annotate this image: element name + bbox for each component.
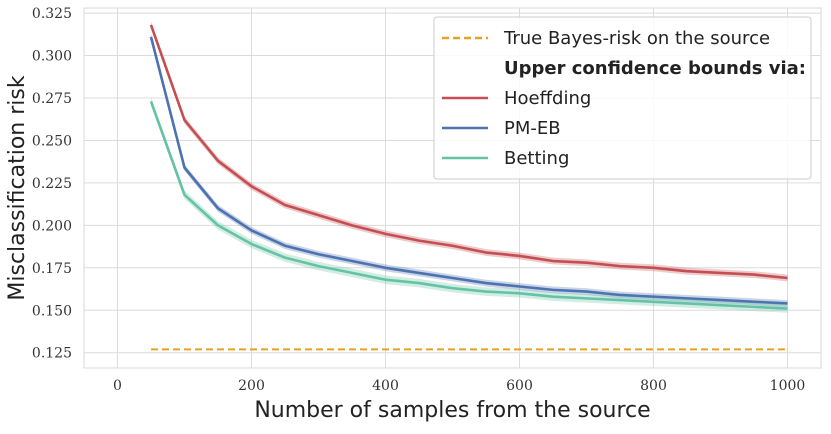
x-tick-label: 1000 (770, 378, 806, 394)
y-tick-label: 0.125 (32, 346, 72, 362)
legend-label-hoeffding: Hoeffding (504, 88, 591, 109)
y-tick-label: 0.325 (32, 6, 72, 22)
y-tick-label: 0.300 (32, 49, 72, 65)
x-tick-label: 0 (113, 378, 122, 394)
y-tick-labels: 0.125 0.150 0.175 0.200 0.225 0.250 0.275 0.300… (32, 6, 72, 362)
x-tick-labels: 0 200 400 600 800 1000 (113, 378, 805, 394)
y-tick-label: 0.225 (32, 176, 72, 192)
x-tick-label: 600 (506, 378, 533, 394)
legend-label-reference: True Bayes-risk on the source (503, 28, 770, 49)
y-tick-label: 0.275 (32, 91, 72, 107)
legend-box (433, 16, 812, 180)
y-tick-label: 0.200 (32, 218, 72, 234)
legend-label-betting: Betting (504, 148, 569, 169)
legend-heading: Upper confidence bounds via: (504, 58, 806, 79)
y-tick-label: 0.250 (32, 133, 72, 149)
y-tick-label: 0.175 (32, 261, 72, 277)
x-tick-label: 800 (640, 378, 667, 394)
series-line-betting (149, 100, 788, 310)
series-layer (149, 21, 788, 313)
series-line-pm-eb (149, 36, 788, 305)
series-line-hoeffding (149, 24, 788, 280)
legend: True Bayes-risk on the source Upper conf… (433, 16, 812, 180)
x-tick-label: 200 (238, 378, 265, 394)
y-axis-title: Misclassification risk (5, 75, 30, 300)
x-tick-label: 400 (372, 378, 399, 394)
x-axis-title: Number of samples from the source (254, 398, 650, 423)
legend-label-pm-eb: PM-EB (504, 118, 561, 139)
y-tick-label: 0.150 (32, 303, 72, 319)
